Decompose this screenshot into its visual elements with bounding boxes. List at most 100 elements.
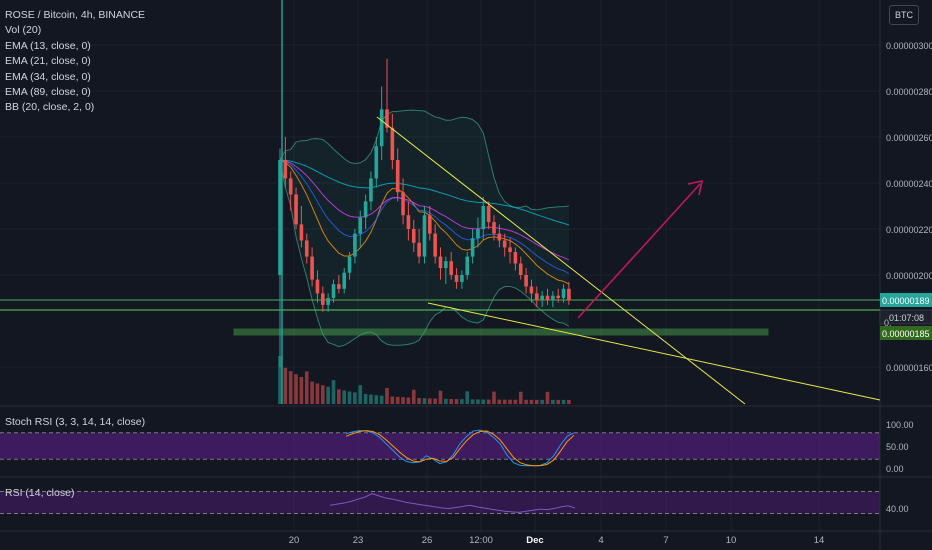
countdown-badge — [879, 309, 932, 325]
candle-body — [438, 256, 443, 269]
rsi-tick-label: 40.00 — [886, 504, 909, 514]
candle-body — [337, 284, 341, 289]
candle-body — [321, 293, 325, 305]
candle-body — [288, 178, 293, 195]
candle-body — [556, 295, 560, 298]
candle-body — [535, 293, 539, 301]
volume-bar — [374, 395, 379, 404]
volume-bar — [299, 376, 304, 404]
candle-body — [353, 233, 357, 257]
candle-body — [310, 256, 314, 280]
time-axis: 20 23 26 12:00 Dec 4 7 10 14 — [289, 535, 825, 546]
candle-body — [561, 288, 566, 298]
stoch-bands — [0, 432, 880, 514]
volume-bar — [379, 395, 384, 404]
candle-body — [379, 109, 384, 147]
volume-bar — [278, 356, 282, 404]
volume-bars — [278, 356, 571, 404]
indicator-bb[interactable]: BB (20, close, 2, 0) — [5, 101, 95, 114]
time-tick-label: Dec — [526, 535, 543, 546]
indicator-vol[interactable]: Vol (20) — [5, 24, 42, 37]
indicator-ema21[interactable]: EMA (21, close, 0) — [5, 55, 91, 68]
volume-bar — [460, 399, 464, 404]
legend: ROSE / Bitcoin, 4h, BINANCE Vol (20) EMA… — [5, 8, 145, 116]
time-tick-label: 10 — [726, 535, 737, 546]
target-arrow-line — [577, 183, 701, 319]
falling-resistance-line — [376, 116, 746, 405]
candle-body — [304, 240, 309, 257]
candle-body — [294, 194, 298, 225]
volume-bar — [411, 389, 416, 404]
time-tick-label: 7 — [663, 535, 668, 546]
time-tick-label: 12:00 — [469, 535, 493, 546]
falling-support-line — [427, 302, 881, 401]
candle-body — [411, 229, 416, 243]
support-price-badge — [880, 326, 932, 340]
countdown-label: 01:07:08 — [889, 313, 924, 323]
candle-body — [363, 201, 368, 218]
volume-bar — [337, 389, 341, 404]
candle-body — [529, 286, 534, 294]
candle-body — [486, 206, 491, 223]
candle-body — [567, 288, 571, 301]
candle-body — [374, 146, 379, 179]
candle-body — [417, 242, 421, 257]
volume-bar — [470, 399, 475, 404]
candle-body — [422, 215, 427, 257]
candle-body — [518, 263, 523, 275]
volume-bar — [454, 399, 459, 404]
candle-body — [428, 215, 432, 234]
time-tick-label: 20 — [289, 535, 300, 546]
candle-body — [444, 261, 448, 269]
candle-body — [540, 295, 544, 301]
volume-bar — [486, 399, 491, 404]
candle-body — [497, 233, 502, 241]
rsi-line — [329, 493, 576, 513]
time-tick-label: 23 — [353, 535, 364, 546]
volume-bar — [315, 383, 320, 404]
volume-bar — [326, 386, 330, 404]
target-arrow-head — [687, 179, 704, 196]
bb-upper — [279, 109, 569, 211]
stoch-rsi-label[interactable]: Stoch RSI (3, 3, 14, 14, close) — [5, 416, 146, 428]
currency-button[interactable]: BTC — [889, 5, 919, 25]
indicator-ema13[interactable]: EMA (13, close, 0) — [5, 39, 91, 52]
volume-bar — [310, 381, 314, 404]
volume-bar — [406, 397, 411, 404]
candle-body — [433, 233, 437, 257]
rsi-label[interactable]: RSI (14, close) — [5, 487, 75, 499]
marker-partial-label: 0. — [884, 318, 892, 328]
volume-bar — [540, 399, 544, 404]
price-axis: 0.00000300 0.00000280 0.00000260 0.00000240… — [879, 41, 932, 514]
volume-bar — [283, 367, 288, 404]
candle-body — [465, 256, 470, 275]
last-price-badge — [880, 293, 932, 307]
volume-bar — [369, 394, 373, 404]
stoch-rsi-lines — [345, 429, 575, 467]
symbol-title[interactable]: ROSE / Bitcoin, 4h, BINANCE — [5, 9, 146, 21]
volume-bar — [481, 399, 486, 404]
stoch-line-2 — [345, 430, 575, 467]
candle-body — [315, 279, 320, 294]
bb-lower — [279, 159, 570, 348]
candle-body — [342, 272, 346, 289]
volume-bar — [567, 399, 571, 404]
volume-bar — [508, 399, 512, 404]
volume-bar — [342, 390, 346, 404]
indicator-ema89[interactable]: EMA (89, close, 0) — [5, 86, 91, 99]
candle-body — [492, 222, 496, 234]
rsi-line — [329, 493, 576, 513]
candle-body — [347, 256, 352, 273]
volume-bar — [390, 396, 395, 404]
candle-body — [454, 275, 459, 282]
candle-body — [401, 192, 405, 216]
volume-bar — [331, 380, 336, 404]
volume-bar — [449, 398, 453, 404]
volume-bar — [385, 388, 389, 404]
candles — [278, 0, 571, 404]
volume-bar — [551, 399, 555, 404]
indicator-ema34[interactable]: EMA (34, close, 0) — [5, 70, 91, 83]
volume-bar — [502, 399, 507, 404]
candle-body — [406, 215, 411, 229]
